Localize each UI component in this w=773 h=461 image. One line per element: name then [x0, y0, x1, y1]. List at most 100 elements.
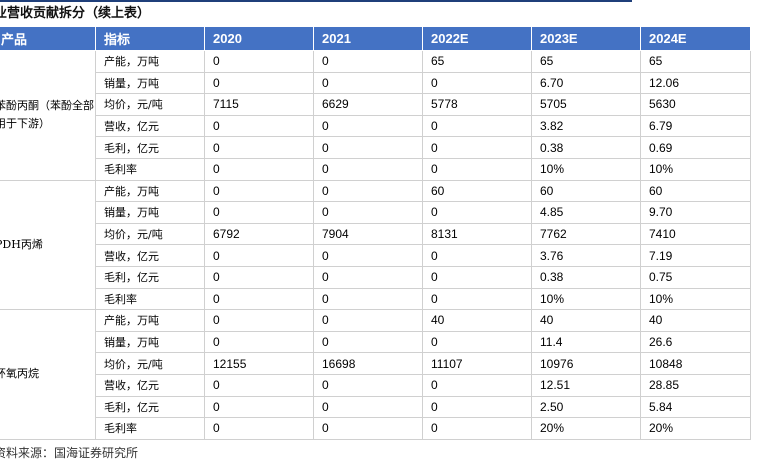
value-cell: 0	[313, 417, 423, 440]
value-cell: 6.70	[531, 71, 641, 95]
data-table: 产品 指标 2020 2021 2022E 2023E 2024E 苯酚丙酮（苯酚全部用于下游…	[0, 26, 751, 440]
table-row: 均价，元/吨 7115 6629 5778 5705 5630	[0, 93, 751, 116]
value-cell: 10848	[640, 352, 751, 375]
value-cell: 65	[422, 50, 532, 73]
table-row: 苯酚丙酮（苯酚全部用于下游） 产能，万吨 0 0 65 65 65	[0, 50, 751, 181]
value-cell: 40	[531, 309, 641, 332]
table-row: 营收，亿元 0 0 0 3.82 6.79	[0, 114, 751, 138]
value-cell: 0	[422, 373, 532, 397]
value-cell: 3.82	[531, 114, 641, 138]
value-cell: 8131	[422, 222, 532, 246]
value-cell: 0	[422, 201, 532, 224]
product-cell: PDH丙烯	[0, 179, 96, 311]
header-cell: 2020	[204, 26, 314, 51]
value-cell: 40	[422, 309, 532, 332]
indicator-cell: 营收，亿元	[95, 114, 205, 138]
value-cell: 0	[204, 395, 314, 419]
indicator-cell: 毛利率	[95, 287, 205, 311]
table-title: 业营收贡献拆分（续上表）	[0, 6, 151, 21]
value-cell: 16698	[313, 352, 423, 375]
value-cell: 0	[313, 179, 423, 203]
value-cell: 0	[313, 265, 423, 289]
table-row: 毛利，亿元 0 0 0 0.38 0.75	[0, 265, 751, 289]
value-cell: 0	[204, 179, 314, 203]
indicator-cell: 销量，万吨	[95, 330, 205, 354]
table-row: 毛利，亿元 0 0 0 0.38 0.69	[0, 136, 751, 159]
value-cell: 0	[422, 417, 532, 440]
table-row: 均价，元/吨 6792 7904 8131 7762 7410	[0, 222, 751, 246]
value-cell: 12.51	[531, 373, 641, 397]
value-cell: 0	[313, 201, 423, 224]
value-cell: 10%	[640, 287, 751, 311]
value-cell: 0.38	[531, 136, 641, 159]
value-cell: 0	[204, 373, 314, 397]
header-cell: 2023E	[531, 26, 641, 51]
value-cell: 0	[204, 244, 314, 267]
value-cell: 7115	[204, 93, 314, 116]
value-cell: 0	[204, 136, 314, 159]
value-cell: 0	[313, 309, 423, 332]
table-row: 营收，亿元 0 0 0 3.76 7.19	[0, 244, 751, 267]
value-cell: 0	[313, 330, 423, 354]
indicator-cell: 产能，万吨	[95, 179, 205, 203]
table-row: 均价，元/吨 12155 16698 11107 10976 10848	[0, 352, 751, 375]
value-cell: 3.76	[531, 244, 641, 267]
value-cell: 0	[422, 136, 532, 159]
indicator-cell: 毛利率	[95, 417, 205, 440]
value-cell: 65	[640, 50, 751, 73]
header-cell: 2022E	[422, 26, 532, 51]
value-cell: 7904	[313, 222, 423, 246]
value-cell: 12.06	[640, 71, 751, 95]
table-row: 毛利率 0 0 0 20% 20%	[0, 417, 751, 440]
value-cell: 0	[313, 71, 423, 95]
value-cell: 0	[204, 157, 314, 181]
indicator-cell: 销量，万吨	[95, 71, 205, 95]
value-cell: 28.85	[640, 373, 751, 397]
value-cell: 10%	[531, 287, 641, 311]
value-cell: 7762	[531, 222, 641, 246]
value-cell: 0	[422, 265, 532, 289]
value-cell: 20%	[640, 417, 751, 440]
value-cell: 0	[422, 330, 532, 354]
value-cell: 0	[204, 114, 314, 138]
value-cell: 0	[313, 50, 423, 73]
value-cell: 0	[313, 157, 423, 181]
value-cell: 4.85	[531, 201, 641, 224]
value-cell: 0	[204, 265, 314, 289]
value-cell: 40	[640, 309, 751, 332]
value-cell: 26.6	[640, 330, 751, 354]
value-cell: 0	[422, 114, 532, 138]
indicator-cell: 均价，元/吨	[95, 352, 205, 375]
header-cell: 产品	[0, 26, 96, 51]
table-row: 毛利率 0 0 0 10% 10%	[0, 287, 751, 311]
value-cell: 5.84	[640, 395, 751, 419]
value-cell: 0	[204, 417, 314, 440]
indicator-cell: 毛利，亿元	[95, 265, 205, 289]
value-cell: 0	[313, 395, 423, 419]
header-cell: 2021	[313, 26, 423, 51]
indicator-cell: 销量，万吨	[95, 201, 205, 224]
value-cell: 0	[313, 244, 423, 267]
value-cell: 0	[204, 309, 314, 332]
indicator-cell: 毛利，亿元	[95, 395, 205, 419]
value-cell: 7.19	[640, 244, 751, 267]
indicator-cell: 产能，万吨	[95, 309, 205, 332]
value-cell: 0	[313, 114, 423, 138]
value-cell: 5778	[422, 93, 532, 116]
indicator-cell: 毛利率	[95, 157, 205, 181]
indicator-cell: 毛利，亿元	[95, 136, 205, 159]
table-row: 毛利率 0 0 0 10% 10%	[0, 157, 751, 181]
product-cell: 环氧丙烷	[0, 309, 96, 440]
indicator-cell: 均价，元/吨	[95, 93, 205, 116]
indicator-cell: 均价，元/吨	[95, 222, 205, 246]
value-cell: 0	[204, 287, 314, 311]
value-cell: 10%	[531, 157, 641, 181]
value-cell: 6.79	[640, 114, 751, 138]
value-cell: 0.38	[531, 265, 641, 289]
value-cell: 0	[422, 244, 532, 267]
value-cell: 11107	[422, 352, 532, 375]
product-cell: 苯酚丙酮（苯酚全部用于下游）	[0, 50, 96, 181]
value-cell: 65	[531, 50, 641, 73]
